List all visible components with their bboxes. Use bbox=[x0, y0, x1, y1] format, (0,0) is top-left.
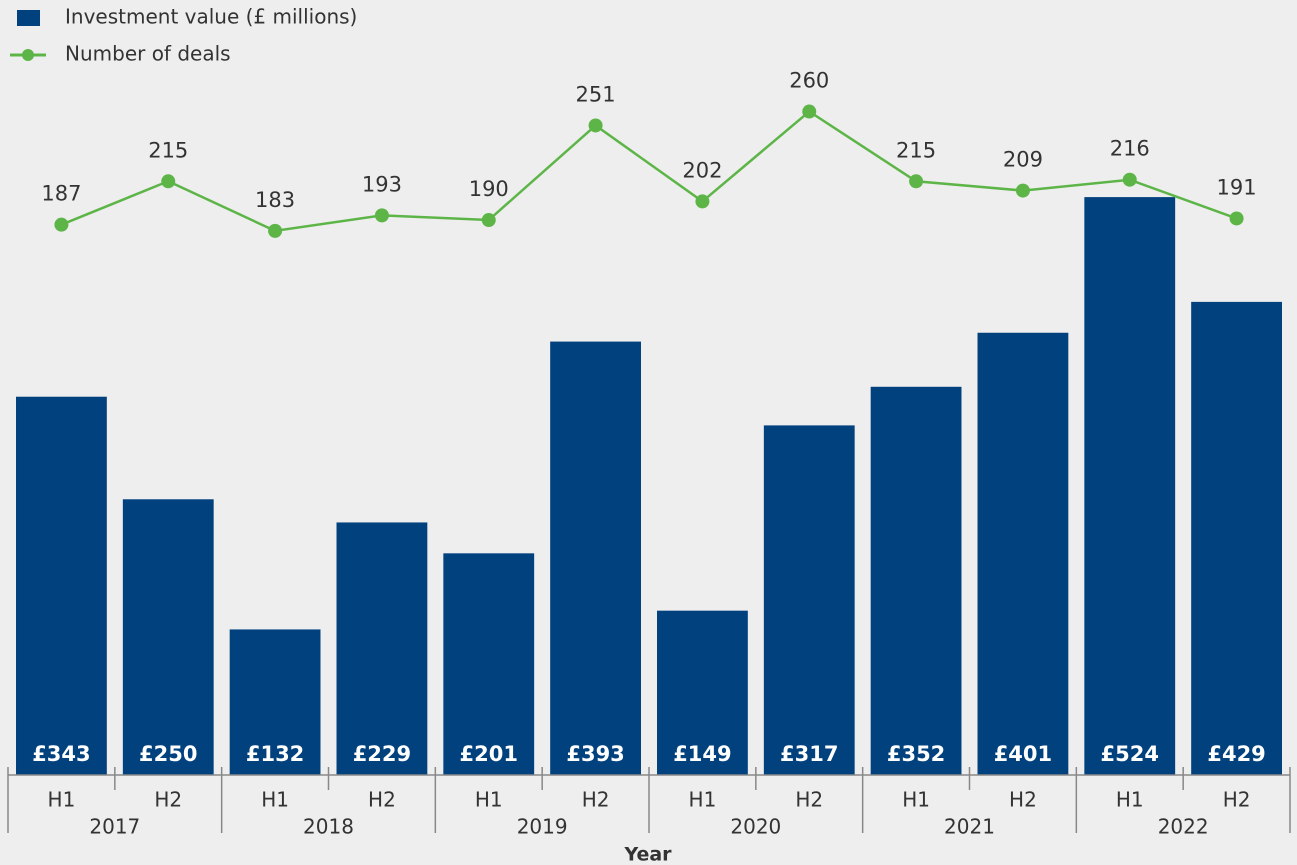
x-tick-label: H2 bbox=[1223, 788, 1251, 812]
line-value-label: 251 bbox=[576, 82, 616, 106]
x-tick-label: H2 bbox=[795, 788, 823, 812]
line-value-label: 183 bbox=[255, 188, 295, 212]
line-point bbox=[374, 208, 389, 223]
bar-value-label: £429 bbox=[1207, 742, 1265, 766]
bar-value-label: £201 bbox=[460, 742, 518, 766]
line-point bbox=[802, 104, 817, 119]
x-tick-label: H1 bbox=[475, 788, 503, 812]
line-point bbox=[1122, 172, 1137, 187]
x-tick-label: H2 bbox=[154, 788, 182, 812]
bar bbox=[16, 396, 107, 775]
bar-value-label: £317 bbox=[780, 742, 838, 766]
line-point bbox=[1015, 183, 1030, 198]
bar bbox=[763, 425, 855, 775]
line-value-label: 187 bbox=[41, 182, 81, 206]
line-value-label: 216 bbox=[1110, 137, 1150, 161]
bar-value-label: £352 bbox=[887, 742, 945, 766]
line-point bbox=[481, 213, 496, 228]
line-point bbox=[268, 223, 283, 238]
bar bbox=[550, 341, 641, 775]
bar-value-label: £229 bbox=[353, 742, 411, 766]
line-value-label: 193 bbox=[362, 172, 402, 196]
line-point bbox=[161, 174, 176, 189]
x-group-label: 2017 bbox=[89, 815, 140, 839]
bar-value-label: £524 bbox=[1101, 742, 1159, 766]
x-group-label: 2022 bbox=[1158, 815, 1209, 839]
x-tick-label: H2 bbox=[1009, 788, 1037, 812]
line-value-label: 202 bbox=[682, 158, 722, 182]
bar-value-label: £250 bbox=[139, 742, 197, 766]
x-axis-label: Year bbox=[623, 844, 672, 865]
bar-value-label: £132 bbox=[246, 742, 304, 766]
line-value-label: 215 bbox=[896, 138, 936, 162]
line-point bbox=[1229, 211, 1244, 226]
bar bbox=[122, 499, 214, 775]
x-group-label: 2018 bbox=[303, 815, 354, 839]
x-tick-label: H1 bbox=[689, 788, 717, 812]
legend-label: Number of deals bbox=[65, 42, 231, 66]
legend-label: Investment value (£ millions) bbox=[65, 5, 357, 29]
x-tick-label: H1 bbox=[261, 788, 289, 812]
x-tick-label: H1 bbox=[1116, 788, 1144, 812]
x-group-label: 2021 bbox=[944, 815, 995, 839]
bar bbox=[870, 386, 962, 775]
x-tick-label: H2 bbox=[582, 788, 610, 812]
bar bbox=[229, 629, 321, 775]
bar-value-label: £149 bbox=[673, 742, 731, 766]
line-value-label: 260 bbox=[789, 69, 829, 93]
line-value-label: 215 bbox=[148, 138, 188, 162]
line-value-label: 191 bbox=[1217, 175, 1257, 199]
bar-value-label: £393 bbox=[566, 742, 624, 766]
bar bbox=[336, 522, 428, 775]
x-tick-label: H2 bbox=[368, 788, 396, 812]
line-point bbox=[909, 174, 924, 189]
x-group-label: 2020 bbox=[730, 815, 781, 839]
x-tick-label: H1 bbox=[48, 788, 76, 812]
line-point bbox=[588, 118, 603, 133]
line-point bbox=[695, 194, 710, 209]
bar bbox=[443, 553, 535, 775]
legend-marker bbox=[22, 49, 34, 61]
x-group-label: 2019 bbox=[517, 815, 568, 839]
legend-swatch bbox=[17, 10, 40, 26]
bar bbox=[657, 610, 748, 775]
bar bbox=[1191, 301, 1282, 775]
x-tick-label: H1 bbox=[902, 788, 930, 812]
bar bbox=[1084, 197, 1176, 776]
bar-value-label: £401 bbox=[994, 742, 1052, 766]
line-value-label: 190 bbox=[469, 177, 509, 201]
line-point bbox=[54, 217, 69, 232]
line bbox=[60, 109, 1238, 233]
bar-value-label: £343 bbox=[32, 742, 90, 766]
line-value-label: 209 bbox=[1003, 148, 1043, 172]
bar bbox=[977, 332, 1069, 775]
